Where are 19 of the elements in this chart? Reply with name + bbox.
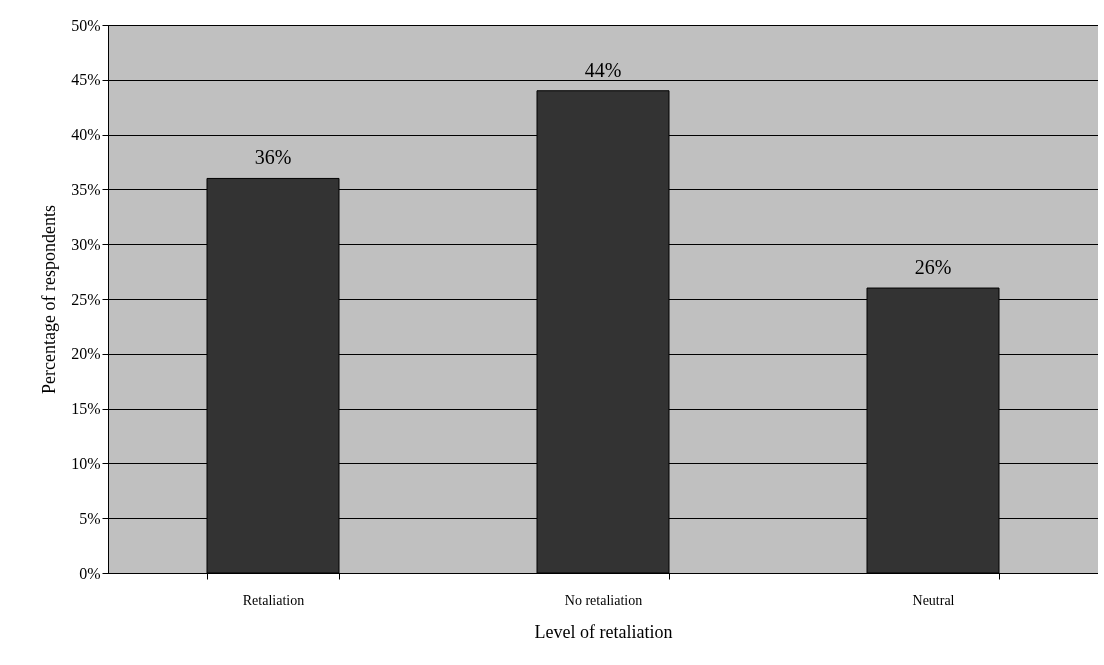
x-tick-label: Retaliation bbox=[242, 592, 305, 608]
y-tick-label: 40% bbox=[71, 126, 101, 144]
y-tick-label: 15% bbox=[71, 400, 101, 418]
data-label: 36% bbox=[254, 146, 292, 169]
data-label: 44% bbox=[584, 58, 622, 81]
x-tick-label: No retaliation bbox=[564, 592, 643, 608]
y-tick-label: 30% bbox=[71, 235, 101, 253]
y-tick-label: 20% bbox=[71, 345, 101, 363]
y-tick-label: 25% bbox=[71, 290, 101, 308]
y-tick-label: 5% bbox=[79, 509, 101, 527]
x-axis-title: Level of retaliation bbox=[534, 621, 673, 642]
y-tick-label: 35% bbox=[71, 180, 101, 198]
y-tick-label: 10% bbox=[71, 454, 101, 472]
data-label: 26% bbox=[914, 256, 952, 279]
y-tick-label: 0% bbox=[79, 564, 101, 582]
y-tick-label: 45% bbox=[71, 71, 101, 89]
x-tick-label: Neutral bbox=[912, 592, 955, 608]
y-tick-label: 50% bbox=[71, 16, 101, 34]
y-axis-title: Percentage of respondents bbox=[39, 205, 60, 394]
